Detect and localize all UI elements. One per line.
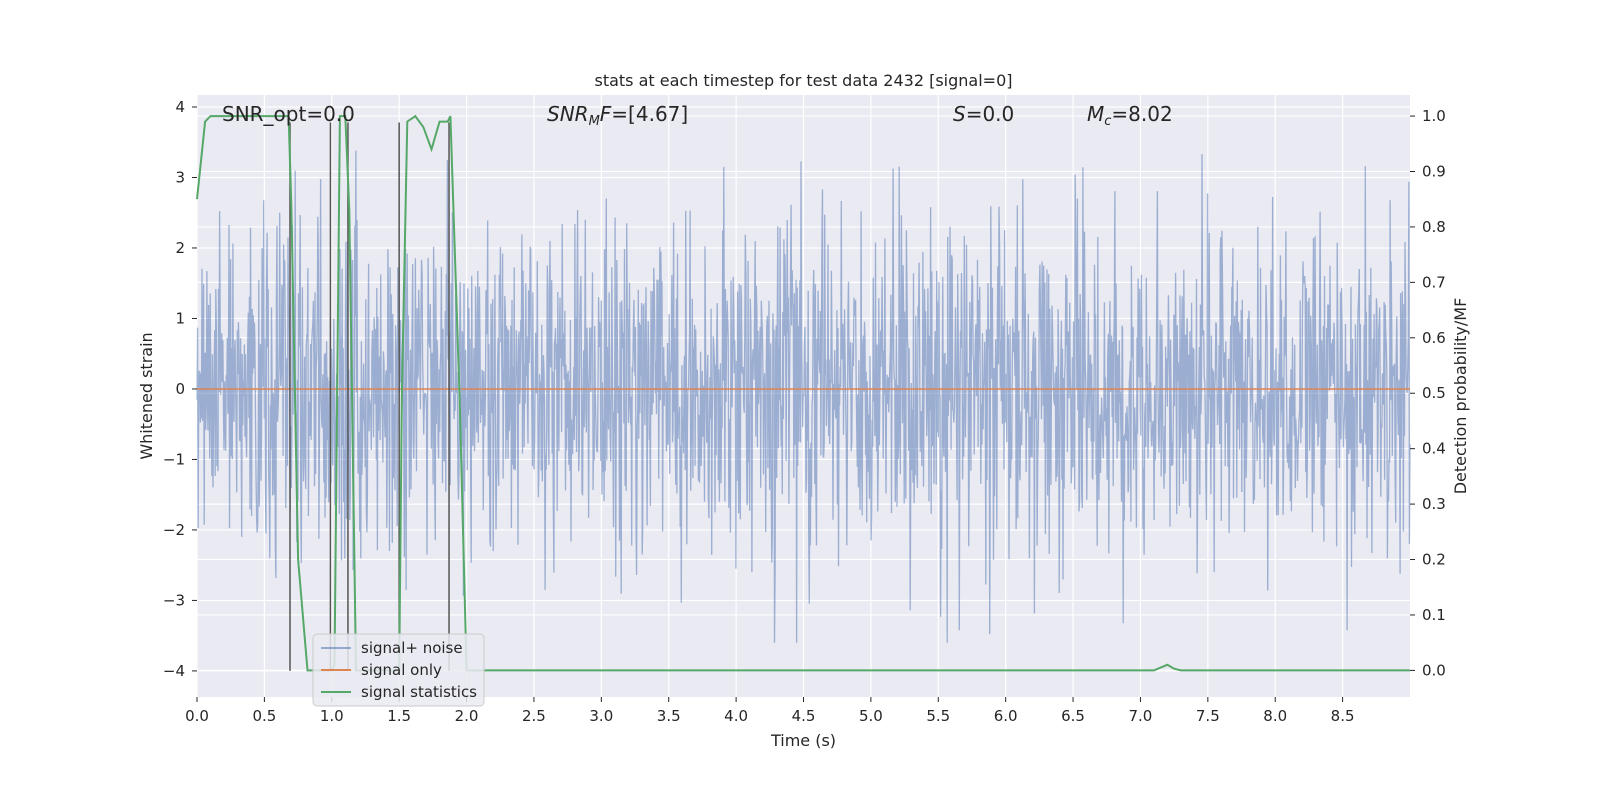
x-tick-label: 0.0 — [185, 707, 209, 725]
x-axis-label: Time (s) — [770, 731, 836, 750]
y-left-tick-label: 2 — [175, 239, 185, 257]
y-axis-left-label: Whitened strain — [137, 332, 156, 459]
y-left-tick-label: 3 — [175, 168, 185, 186]
annotation-s-symbol: S — [953, 102, 966, 126]
x-tick-label: 5.0 — [859, 707, 883, 725]
y-left-tick-label: −3 — [163, 591, 185, 609]
legend-label: signal statistics — [361, 683, 477, 701]
y-right-tick-label: 0.6 — [1422, 329, 1446, 347]
y-right-tick-label: 0.7 — [1422, 273, 1446, 291]
legend-label: signal only — [361, 661, 442, 679]
x-tick-label: 1.5 — [387, 707, 411, 725]
chart-title: stats at each timestep for test data 243… — [594, 71, 1012, 90]
annotation-mc-symbol: M — [1087, 102, 1104, 126]
y-left-tick-label: −2 — [163, 521, 185, 539]
x-tick-label: 0.5 — [252, 707, 276, 725]
x-tick-label: 3.0 — [589, 707, 613, 725]
x-tick-label: 5.5 — [926, 707, 950, 725]
y-right-tick-label: 0.4 — [1422, 440, 1446, 458]
y-axis-right-label: Detection probability/MF — [1451, 298, 1470, 495]
y-left-tick-label: 1 — [175, 309, 185, 327]
signal-statistics-series — [196, 114, 1410, 672]
y-right-tick-label: 0.1 — [1422, 606, 1446, 624]
x-tick-label: 4.5 — [792, 707, 816, 725]
x-tick-label: 2.0 — [455, 707, 479, 725]
annotation-snr-mf: SNRMF=[4.67] — [547, 102, 688, 129]
annotation-s: S=0.0 — [953, 102, 1014, 126]
legend: signal+ noise signal only signal statistic… — [312, 633, 485, 707]
annotation-mc-value: =8.02 — [1111, 102, 1172, 126]
y-left-tick-label: −4 — [163, 662, 185, 680]
annotation-snr-mf-value: =[4.67] — [611, 102, 688, 126]
y-right-tick-label: 0.5 — [1422, 384, 1446, 402]
x-tick-label: 6.0 — [994, 707, 1018, 725]
x-tick-label: 7.0 — [1129, 707, 1153, 725]
axis-ticks: 0.0 0.5 1.0 1.5 2.0 2.5 3.0 3.5 4.0 4.5 5.0 5.5 6.0 6… — [163, 98, 1446, 725]
signal-statistics-line — [196, 114, 1410, 672]
y-left-tick-label: 4 — [175, 98, 185, 116]
x-tick-label: 3.5 — [657, 707, 681, 725]
x-tick-label: 6.5 — [1061, 707, 1085, 725]
y-right-tick-label: 0.8 — [1422, 218, 1446, 236]
annotation-snr-opt: SNR_opt=0.0 — [222, 102, 355, 126]
y-right-tick-label: 0.2 — [1422, 551, 1446, 569]
annotation-mc: Mc=8.02 — [1087, 102, 1173, 129]
y-right-tick-label: 1.0 — [1422, 107, 1446, 125]
y-right-tick-label: 0.9 — [1422, 162, 1446, 180]
y-left-tick-label: −1 — [163, 450, 185, 468]
y-right-tick-label: 0.0 — [1422, 661, 1446, 679]
x-tick-label: 8.5 — [1331, 707, 1355, 725]
annotation-snr-mf-f: F — [600, 102, 612, 126]
x-tick-label: 1.0 — [320, 707, 344, 725]
legend-box — [312, 633, 485, 707]
x-tick-label: 2.5 — [522, 707, 546, 725]
annotation-s-value: =0.0 — [966, 102, 1015, 126]
annotation-snr-mf-base: SNR — [547, 102, 589, 126]
x-tick-label: 8.0 — [1263, 707, 1287, 725]
y-left-tick-label: 0 — [175, 380, 185, 398]
annotation-snr-mf-sub: M — [589, 114, 600, 129]
x-tick-label: 4.0 — [724, 707, 748, 725]
x-tick-label: 7.5 — [1196, 707, 1220, 725]
legend-label: signal+ noise — [361, 639, 463, 657]
annotation-mc-sub: c — [1104, 114, 1111, 129]
y-right-tick-label: 0.3 — [1422, 495, 1446, 513]
